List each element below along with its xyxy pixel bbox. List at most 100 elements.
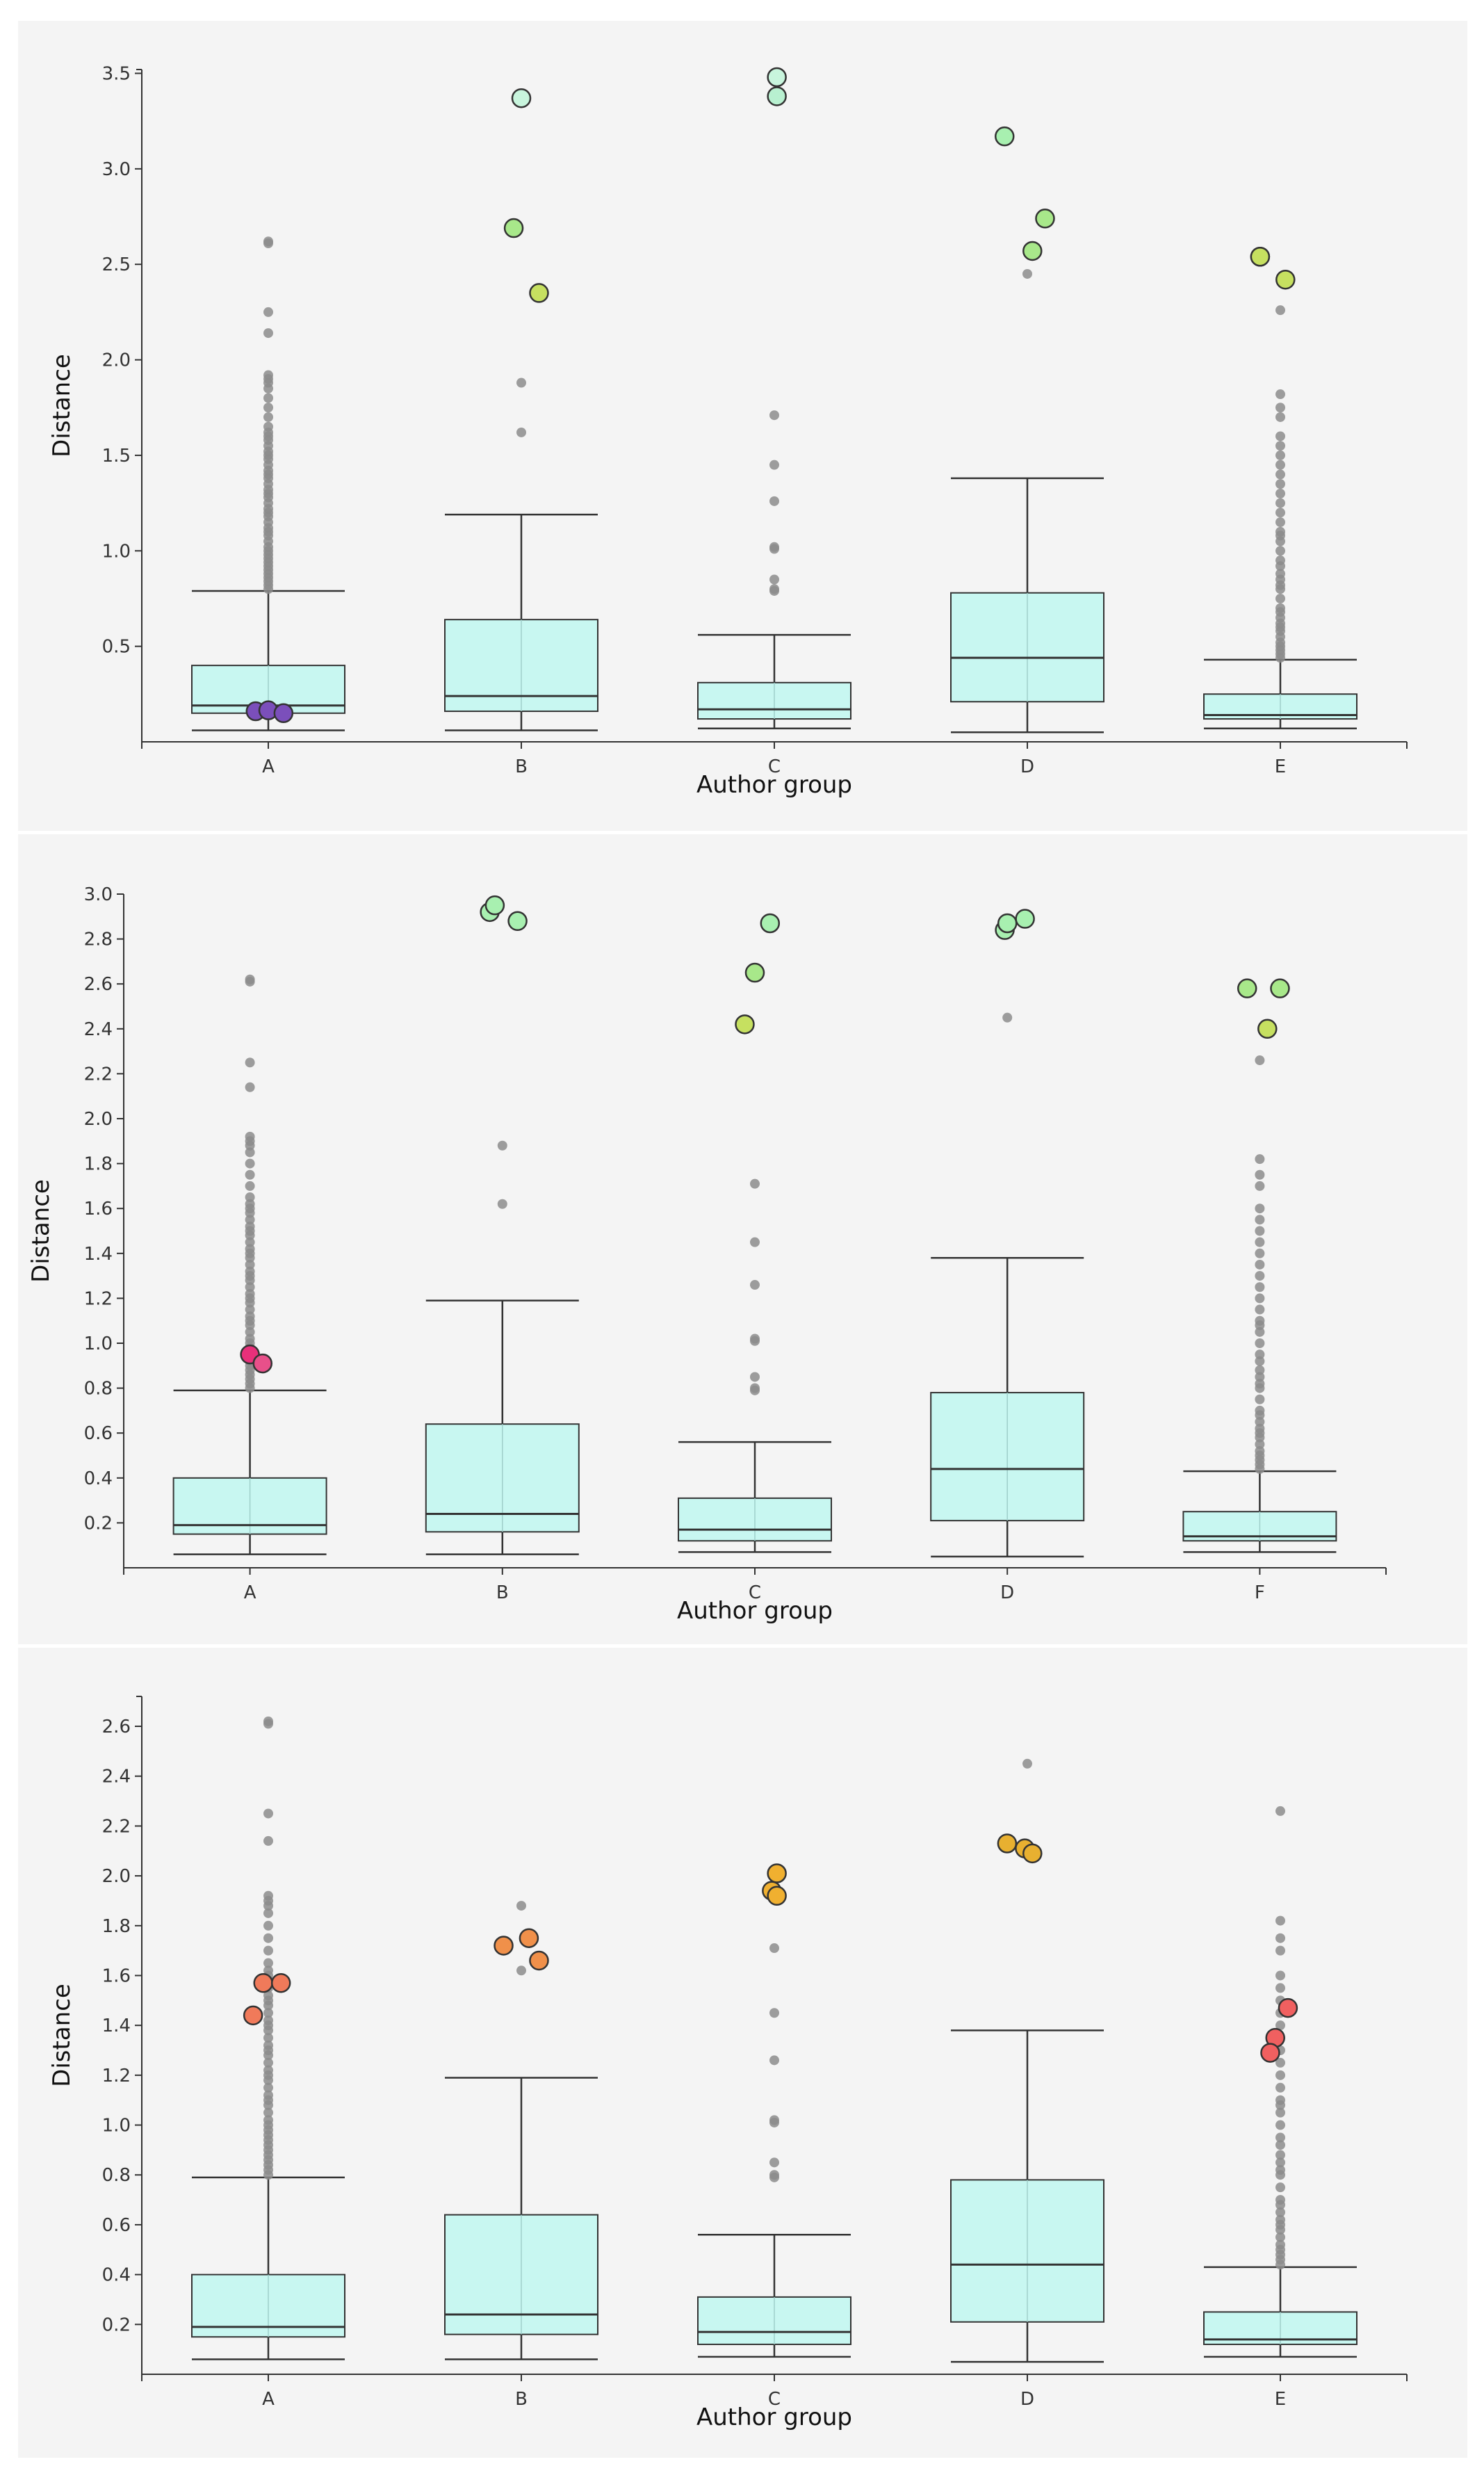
highlight-point (273, 703, 294, 724)
outlier-point (1275, 389, 1285, 400)
outlier-point (1275, 593, 1285, 603)
outlier-point (263, 1933, 273, 1943)
y-tick-label: 0.2 (84, 1513, 113, 1534)
outlier-point (1255, 1304, 1265, 1315)
outlier-point (1275, 1983, 1285, 1993)
outlier-point (1255, 1169, 1265, 1180)
box-group-A (191, 2176, 345, 2360)
x-tick-label: E (1275, 2389, 1286, 2410)
outlier-point (1275, 2057, 1285, 2068)
outlier-point (1275, 1915, 1285, 1926)
box-group-C (678, 1441, 832, 1553)
y-tick-label: 1.0 (84, 1333, 113, 1354)
y-tick-label: 2.4 (84, 1019, 113, 1040)
highlight-point (1022, 241, 1043, 261)
outlier-point (245, 1311, 255, 1322)
outlier-point (1275, 1806, 1285, 1816)
highlight-point (1022, 1843, 1043, 1864)
outlier-point (1255, 1405, 1265, 1416)
highlight-point (767, 86, 787, 106)
outlier-point (1275, 569, 1285, 579)
outlier-point (769, 1943, 779, 1954)
outlier-point (1275, 508, 1285, 518)
outlier-point (1255, 1338, 1265, 1348)
y-tick-label: 2.6 (102, 1717, 131, 1737)
y-tick-label: 2.0 (84, 1109, 113, 1130)
outlier-point (1275, 498, 1285, 508)
outlier-point (1255, 1203, 1265, 1214)
outlier-point (1255, 1365, 1265, 1375)
box-group-E (1203, 658, 1357, 730)
y-tick-label: 1.8 (102, 1916, 131, 1937)
x-axis-title: Author group (696, 771, 852, 799)
highlight-point (1257, 1019, 1278, 1039)
x-tick-label: C (768, 756, 781, 777)
outlier-point (1275, 2195, 1285, 2205)
outlier-point (1275, 603, 1285, 613)
outlier-point (263, 412, 273, 422)
outlier-point (263, 2082, 273, 2093)
outlier-point (263, 1990, 273, 2001)
outlier-point (1255, 1423, 1265, 1434)
outlier-point (750, 1178, 760, 1189)
outlier-point (245, 1333, 255, 1344)
box-group-C (697, 2234, 851, 2358)
outlier-point (1275, 2182, 1285, 2193)
x-tick-label: D (1000, 1582, 1014, 1603)
y-tick-label: 1.2 (84, 1288, 113, 1309)
outlier-point (1275, 2232, 1285, 2242)
highlight-point (1035, 209, 1055, 229)
outlier-point (750, 1280, 760, 1290)
outlier-point (245, 1199, 255, 1209)
outlier-point (1275, 2107, 1285, 2118)
outlier-point (263, 236, 273, 247)
outlier-point (1275, 2082, 1285, 2093)
outlier-point (769, 2115, 779, 2125)
outlier-point (1255, 1055, 1265, 1066)
outlier-point (263, 2115, 273, 2125)
highlight-point (507, 911, 528, 932)
outlier-point (1255, 1282, 1265, 1292)
outlier-point (1255, 1349, 1265, 1360)
y-tick-label: 0.4 (102, 2265, 131, 2286)
outlier-point (1275, 2095, 1285, 2105)
highlight-point (270, 1972, 291, 1993)
outlier-point (1255, 1237, 1265, 1247)
outlier-point (263, 1808, 273, 1819)
outlier-point (245, 1147, 255, 1158)
outlier-point (1275, 431, 1285, 441)
outlier-point (263, 2033, 273, 2043)
highlight-point (1275, 269, 1296, 290)
outlier-point (1275, 1945, 1285, 1956)
highlight-point (1015, 909, 1035, 929)
outlier-point (1255, 1356, 1265, 1366)
outlier-point (1255, 1439, 1265, 1450)
highlight-point (1260, 2043, 1280, 2063)
x-tick-label: B (515, 756, 528, 777)
outlier-point (1255, 1446, 1265, 1457)
highlight-point (1270, 978, 1290, 998)
outlier-point (245, 1259, 255, 1270)
outlier-point (245, 1181, 255, 1191)
outlier-point (1275, 546, 1285, 556)
outlier-point (1255, 1327, 1265, 1337)
outlier-point (245, 1192, 255, 1203)
outlier-point (263, 2057, 273, 2068)
x-tick-label: A (262, 2389, 275, 2410)
outlier-point (1275, 2207, 1285, 2218)
y-tick-label: 3.5 (102, 63, 131, 84)
x-axis-title: Author group (696, 2403, 852, 2431)
highlight-point (494, 1936, 514, 1956)
outlier-point (1255, 1271, 1265, 1281)
outlier-point (1275, 2150, 1285, 2160)
outlier-point (245, 1169, 255, 1180)
outlier-point (1275, 2120, 1285, 2130)
outlier-point (263, 328, 273, 339)
outlier-point (1255, 1215, 1265, 1225)
y-tick-label: 1.4 (84, 1244, 113, 1265)
x-tick-label: D (1020, 2389, 1034, 2410)
y-tick-label: 1.4 (102, 2016, 131, 2036)
outlier-point (245, 1304, 255, 1315)
outlier-point (1255, 1394, 1265, 1404)
outlier-point (769, 2170, 779, 2180)
